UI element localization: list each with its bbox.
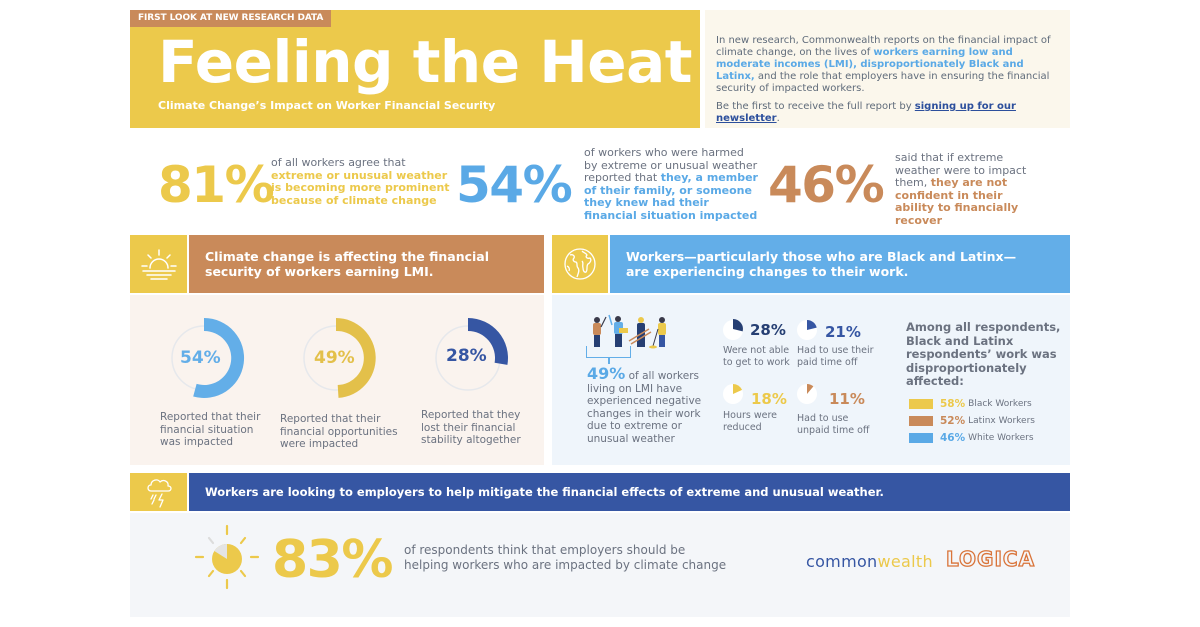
intro-paragraph: In new research, Commonwealth reports on… xyxy=(716,35,1060,95)
donut-label: Reported that they lost their financial … xyxy=(421,409,521,446)
newsletter-signup-link[interactable]: signing up for our newsletter xyxy=(716,101,1016,124)
donut-chart-financial-opportunities: 49% xyxy=(302,315,382,405)
logo-text-common: common xyxy=(806,552,878,571)
legend-swatch xyxy=(909,415,933,426)
intro-panel: In new research, Commonwealth reports on… xyxy=(705,10,1070,128)
logo-text-wealth: wealth xyxy=(877,552,933,571)
sunset-icon xyxy=(140,249,177,280)
workers-illustration xyxy=(585,313,675,363)
mini-stat-label: Were not able to get to work xyxy=(723,345,790,368)
donut-label: Reported that their financial situation … xyxy=(160,411,261,448)
donut-label: Reported that their financial opportunit… xyxy=(280,413,398,450)
mini-stat-label: Had to use their paid time off xyxy=(797,345,874,368)
section-work-title-line1: Workers—particularly those who are Black… xyxy=(626,249,1017,264)
stat-83-value: 83% xyxy=(272,530,393,590)
page-title: Feeling the Heat xyxy=(158,28,693,96)
legend-label: Black Workers xyxy=(968,398,1032,409)
intro-text: and the role that employers have in ensu… xyxy=(716,71,1050,94)
sun-pie-icon xyxy=(194,524,260,590)
section-employers-header: Workers are looking to employers to help… xyxy=(189,473,1070,511)
stat-54-text: of workers who were harmed by extreme or… xyxy=(584,146,759,222)
disparity-legend: 58% Black Workers 52% Latinx Workers 46%… xyxy=(909,395,1059,446)
workers-stat-lead: of all workers xyxy=(625,370,699,382)
bracket-stem xyxy=(608,358,610,364)
stat-83-text: of respondents think that employers shou… xyxy=(404,543,726,572)
legend-value: 46% xyxy=(940,431,966,444)
legend-swatch xyxy=(909,432,933,443)
stat-highlight: extreme or unusual weather is becoming m… xyxy=(271,168,450,207)
intro-text: In new research, Commonwealth reports on… xyxy=(716,35,1051,58)
mini-stat-label: Had to use unpaid time off xyxy=(797,413,870,436)
donut-value: 28% xyxy=(446,346,487,366)
kicker-label: FIRST LOOK AT NEW RESEARCH DATA xyxy=(130,10,332,27)
bracket-divider xyxy=(586,346,631,358)
legend-label: White Workers xyxy=(968,432,1034,443)
stat-81-value: 81% xyxy=(158,156,275,214)
stat-83-line1: of respondents think that employers shou… xyxy=(404,543,686,557)
intro-highlight: workers earning low and moderate incomes… xyxy=(716,47,1024,82)
legend-item-white-workers: 46% White Workers xyxy=(909,429,1059,446)
section-employers-icon-tile xyxy=(130,473,187,511)
section-work-title: Workers—particularly those who are Black… xyxy=(626,249,1016,279)
stat-lead: said that if extreme weather were to imp… xyxy=(895,151,1027,189)
mini-stat-value: 11% xyxy=(829,390,865,408)
legend-item-latinx-workers: 52% Latinx Workers xyxy=(909,412,1059,429)
donut-chart-financial-situation: 54% xyxy=(170,315,250,405)
section-lmi-title: Climate change is affecting the financia… xyxy=(205,249,490,279)
legend-value: 58% xyxy=(940,397,966,410)
newsletter-text-end: . xyxy=(776,113,780,124)
logica-logo: LOGICA xyxy=(945,546,1036,571)
stat-83-line2: helping workers who are impacted by clim… xyxy=(404,557,727,572)
stat-81-text: of all workers agree that extreme or unu… xyxy=(271,156,451,207)
section-lmi-header: Climate change is affecting the financia… xyxy=(189,235,544,293)
workers-stat-value: 49% xyxy=(587,364,626,383)
globe-icon xyxy=(564,248,596,280)
stat-lead: of workers who were harmed by extreme or… xyxy=(584,146,758,184)
mini-stat-value: 18% xyxy=(751,390,787,408)
legend-swatch xyxy=(909,398,933,409)
section-work-title-line2: are experiencing changes to their work. xyxy=(626,264,909,279)
mini-stat-value: 28% xyxy=(750,321,786,339)
stat-54-value: 54% xyxy=(456,156,573,214)
stat-46-value: 46% xyxy=(768,156,885,214)
hero-banner xyxy=(130,10,700,128)
section-employers-title: Workers are looking to employers to help… xyxy=(205,484,884,499)
section-lmi-icon-tile xyxy=(130,235,187,293)
storm-cloud-icon xyxy=(146,479,172,508)
donut-chart-financial-stability: 28% xyxy=(434,315,514,405)
mini-stat-label: Hours were reduced xyxy=(723,410,778,433)
legend-item-black-workers: 58% Black Workers xyxy=(909,395,1059,412)
section-work-header: Workers—particularly those who are Black… xyxy=(610,235,1070,293)
employers-panel xyxy=(130,513,1070,617)
legend-value: 52% xyxy=(940,414,966,427)
commonwealth-logo: commonwealth xyxy=(806,552,933,571)
stat-46-text: said that if extreme weather were to imp… xyxy=(895,151,1045,227)
legend-label: Latinx Workers xyxy=(968,415,1035,426)
newsletter-paragraph: Be the first to receive the full report … xyxy=(716,101,1060,125)
disparity-heading: Among all respondents, Black and Latinx … xyxy=(906,320,1061,388)
newsletter-text: Be the first to receive the full report … xyxy=(716,101,915,112)
donut-value: 54% xyxy=(180,348,221,368)
mini-stat-value: 21% xyxy=(825,323,861,341)
stat-highlight: they, a member of their family, or someo… xyxy=(584,171,758,222)
section-work-icon-tile xyxy=(552,235,608,293)
workers-stat-body: living on LMI have experienced negative … xyxy=(587,382,702,445)
workers-stat-text: 49% of all workers living on LMI have ex… xyxy=(587,366,712,445)
stat-lead: of all workers agree that xyxy=(271,156,406,169)
stat-highlight: they are not confident in their ability … xyxy=(895,176,1019,227)
page-subtitle: Climate Change’s Impact on Worker Financ… xyxy=(158,99,496,112)
donut-value: 49% xyxy=(314,348,355,368)
